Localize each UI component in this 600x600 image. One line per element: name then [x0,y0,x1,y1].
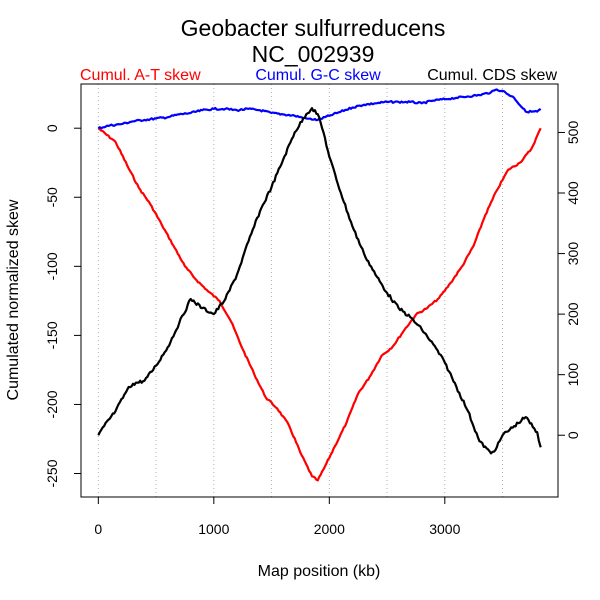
chart-subtitle: NC_002939 [252,41,375,67]
y-tick-label: -150 [44,321,60,349]
chart-title: Geobacter sulfurreducens [181,15,446,41]
y2-tick-label: 400 [565,181,581,205]
y-tick-label: -100 [44,252,60,280]
series-lines [97,88,542,482]
axes: 0 1000 2000 3000 0 -50 -100 -150 -200 -250 0 100 200… [44,121,581,537]
series-line-cumul-a-t-skew [97,127,542,482]
x-tick-label: 1000 [198,521,229,537]
y2-tick-label: 300 [565,242,581,266]
legend-gc-skew: Cumul. G-C skew [255,67,381,84]
legend-at-skew: Cumul. A-T skew [80,67,201,84]
y2-tick-label: 200 [565,302,581,326]
x-tick-label: 3000 [429,521,460,537]
y2-tick-label: 100 [565,363,581,387]
x-tick-label: 0 [94,521,102,537]
y-tick-label: 0 [44,124,60,132]
y-axis-label: Cumulated normalized skew [5,199,22,400]
y-tick-label: -200 [44,390,60,418]
y2-tick-label: 500 [565,121,581,145]
x-axis-label: Map position (kb) [258,563,381,580]
x-tick-label: 2000 [314,521,345,537]
legend-cds-skew: Cumul. CDS skew [427,67,557,84]
y-tick-label: -50 [44,187,60,207]
grid-lines [97,84,504,497]
y-tick-label: -250 [44,459,60,487]
y2-tick-label: 0 [565,431,581,439]
plot-frame [80,83,559,498]
series-line-cumul-cds-skew [97,107,542,455]
